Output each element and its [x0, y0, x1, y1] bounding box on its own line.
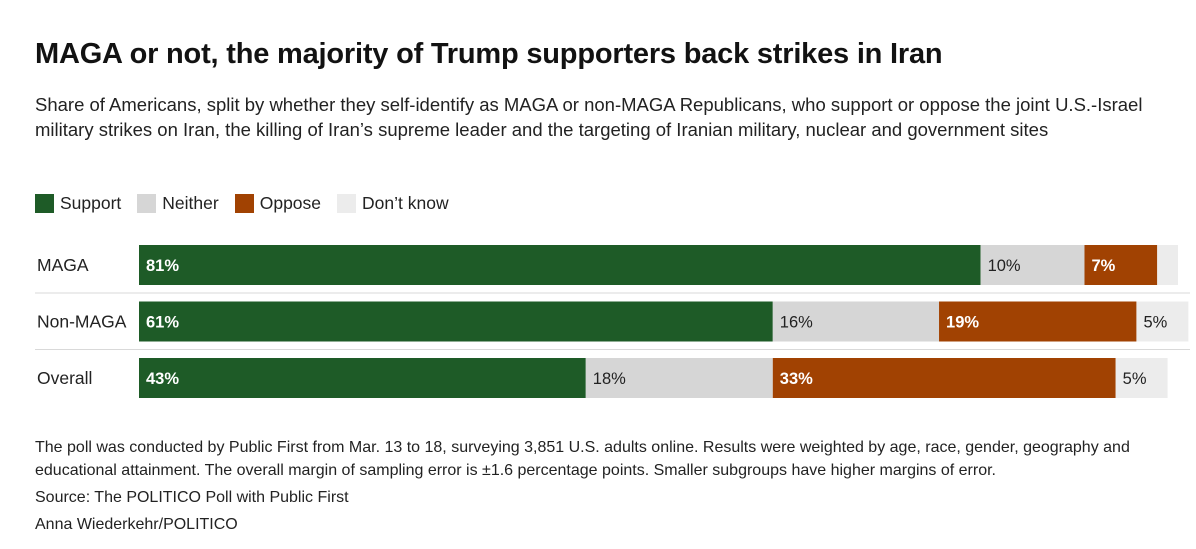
- bar-maga-neither: [980, 245, 1085, 285]
- bar-non-maga-don-t-know: [1136, 301, 1189, 342]
- bar-overall-support: [139, 358, 586, 398]
- bar-maga-support: [139, 245, 981, 285]
- bar-maga-oppose: [1084, 245, 1158, 285]
- legend: Support Neither Oppose Don’t know: [35, 193, 465, 214]
- data-label-overall-don-t-know: 5%: [1123, 370, 1147, 388]
- legend-swatch-dont-know: [337, 194, 357, 213]
- legend-label-oppose: Oppose: [259, 193, 322, 213]
- bar-maga-don-t-know: [1157, 245, 1178, 285]
- data-label-maga-oppose: 7%: [1091, 257, 1115, 275]
- legend-swatch-support: [35, 194, 54, 213]
- chart-title: MAGA or not, the majority of Trump suppo…: [35, 38, 943, 70]
- legend-label-dont-know: Don’t know: [362, 193, 449, 213]
- data-label-non-maga-don-t-know: 5%: [1143, 314, 1167, 332]
- legend-item-oppose: Oppose: [234, 193, 322, 214]
- data-label-maga-neither: 10%: [988, 257, 1021, 275]
- bar-non-maga-support: [139, 301, 773, 342]
- category-label-overall: Overall: [37, 368, 92, 388]
- credit-line: Anna Wiederkehr/POLITICO: [35, 516, 238, 533]
- legend-item-support: Support: [35, 193, 121, 214]
- data-label-overall-neither: 18%: [593, 370, 626, 388]
- chart-subtitle: Share of Americans, split by whether the…: [35, 94, 1143, 140]
- bar-non-maga-oppose: [939, 301, 1137, 342]
- methodology-note: The poll was conducted by Public First f…: [35, 439, 1130, 479]
- bar-overall-don-t-know: [1115, 358, 1168, 398]
- legend-label-neither: Neither: [162, 193, 219, 213]
- legend-swatch-neither: [137, 194, 157, 213]
- data-label-overall-support: 43%: [146, 370, 179, 388]
- legend-label-support: Support: [60, 193, 122, 213]
- bar-overall-neither: [585, 358, 773, 398]
- source-line: Source: The POLITICO Poll with Public Fi…: [35, 489, 349, 506]
- bar-non-maga-neither: [772, 301, 940, 342]
- legend-item-neither: Neither: [137, 193, 219, 214]
- footer: The poll was conducted by Public First f…: [35, 436, 1190, 536]
- category-label-non-maga: Non-MAGA: [37, 312, 127, 332]
- data-label-overall-oppose: 33%: [780, 370, 813, 388]
- data-label-maga-support: 81%: [146, 257, 179, 275]
- data-label-non-maga-neither: 16%: [780, 314, 813, 332]
- data-label-non-maga-support: 61%: [146, 314, 179, 332]
- bar-overall-oppose: [772, 358, 1116, 398]
- legend-swatch-oppose: [234, 194, 254, 213]
- data-label-non-maga-oppose: 19%: [946, 314, 979, 332]
- legend-item-dont-know: Don’t know: [337, 193, 449, 214]
- category-label-maga: MAGA: [37, 255, 89, 275]
